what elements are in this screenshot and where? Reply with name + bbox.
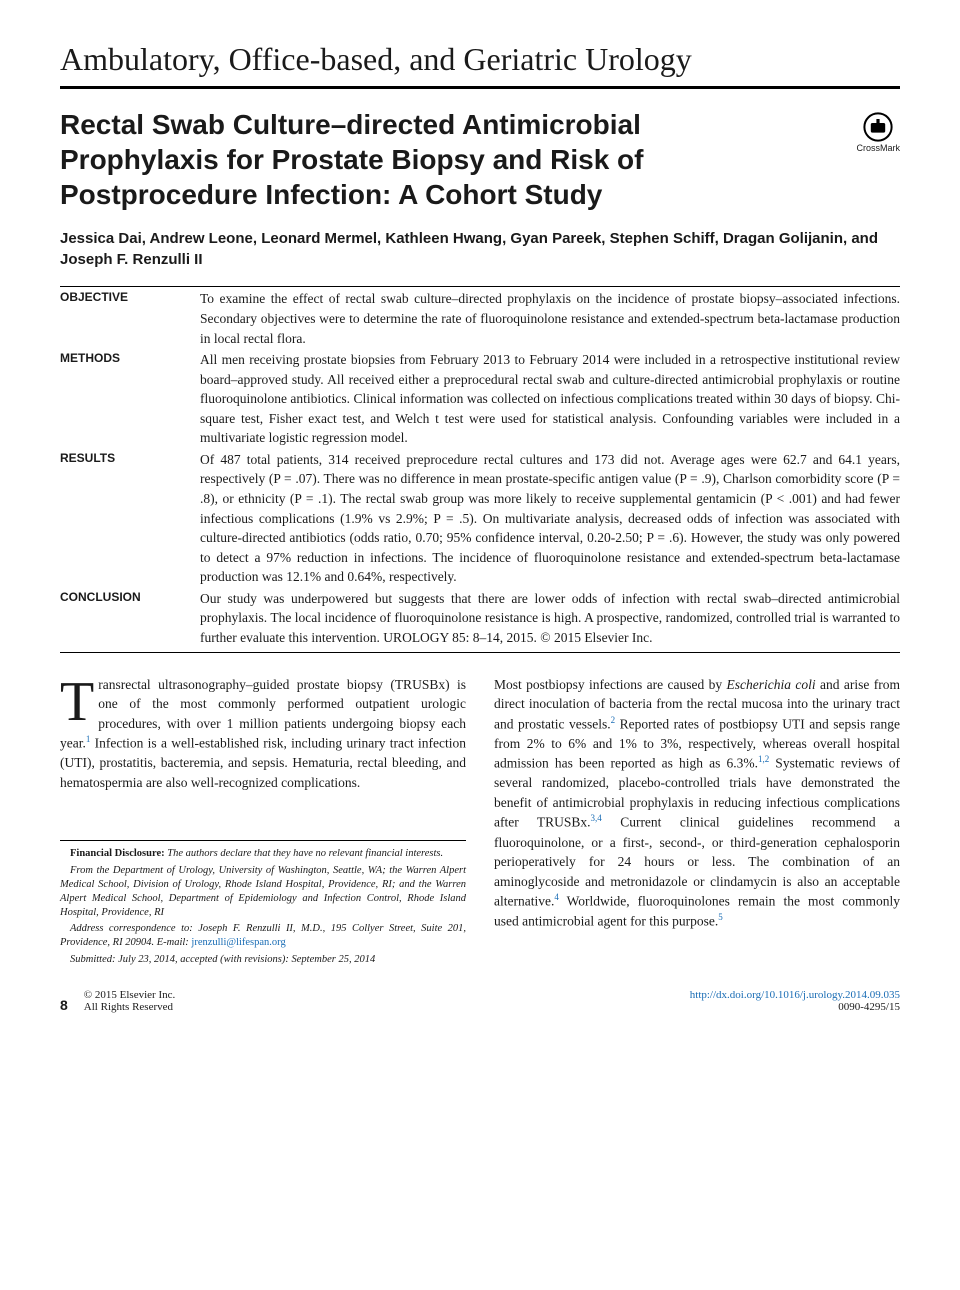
copyright-block: © 2015 Elsevier Inc. All Rights Reserved [84, 989, 175, 1013]
column-left: Transrectal ultrasonography–guided prost… [60, 675, 466, 969]
p2-a: Most postbiopsy infections are caused by [494, 677, 727, 692]
fd-label: Financial Disclosure: [70, 848, 165, 859]
abstract-label-conclusion: CONCLUSION [60, 589, 200, 604]
footer-left: 8 © 2015 Elsevier Inc. All Rights Reserv… [60, 989, 175, 1013]
crossmark-label: CrossMark [856, 143, 900, 153]
citation-5[interactable]: 5 [718, 912, 723, 922]
footnote-rule [60, 840, 466, 841]
abstract-label-objective: OBJECTIVE [60, 289, 200, 304]
body-para-2: Most postbiopsy infections are caused by… [494, 675, 900, 932]
issn: 0090-4295/15 [690, 1001, 900, 1013]
abstract-methods: METHODS All men receiving prostate biops… [60, 350, 900, 448]
abstract-bottom-rule [60, 652, 900, 653]
citation-3-4[interactable]: 3,4 [591, 813, 602, 823]
crossmark-badge[interactable]: CrossMark [856, 111, 900, 153]
abstract-block: OBJECTIVE To examine the effect of recta… [60, 289, 900, 647]
copyright-line: © 2015 Elsevier Inc. [84, 989, 175, 1001]
fd-text: The authors declare that they have no re… [165, 848, 444, 859]
citation-1-2[interactable]: 1,2 [758, 754, 769, 764]
article-title: Rectal Swab Culture–directed Antimicrobi… [60, 107, 780, 212]
footnotes: Financial Disclosure: The authors declar… [60, 847, 466, 966]
doi-link[interactable]: http://dx.doi.org/10.1016/j.urology.2014… [690, 989, 900, 1001]
submitted-date: Submitted: July 23, 2014, accepted (with… [60, 953, 466, 967]
correspondence-email[interactable]: jrenzulli@lifespan.org [191, 937, 285, 948]
section-header: Ambulatory, Office-based, and Geriatric … [60, 40, 900, 78]
page-number: 8 [60, 997, 68, 1013]
title-row: Rectal Swab Culture–directed Antimicrobi… [60, 107, 900, 212]
abstract-text-conclusion: Our study was underpowered but suggests … [200, 589, 900, 648]
abstract-text-results: Of 487 total patients, 314 received prep… [200, 450, 900, 587]
abstract-objective: OBJECTIVE To examine the effect of recta… [60, 289, 900, 348]
para1-text-b: Infection is a well-established risk, in… [60, 736, 466, 790]
abstract-label-results: RESULTS [60, 450, 200, 465]
abstract-conclusion: CONCLUSION Our study was underpowered bu… [60, 589, 900, 648]
abstract-top-rule [60, 286, 900, 287]
correspondence: Address correspondence to: Joseph F. Ren… [60, 922, 466, 950]
affiliations: From the Department of Urology, Universi… [60, 864, 466, 921]
section-rule [60, 86, 900, 89]
page-footer: 8 © 2015 Elsevier Inc. All Rights Reserv… [60, 989, 900, 1013]
crossmark-icon [862, 111, 894, 143]
dropcap: T [60, 675, 98, 727]
abstract-text-methods: All men receiving prostate biopsies from… [200, 350, 900, 448]
species-name: Escherichia coli [727, 677, 816, 692]
footer-right: http://dx.doi.org/10.1016/j.urology.2014… [690, 989, 900, 1013]
abstract-label-methods: METHODS [60, 350, 200, 365]
abstract-results: RESULTS Of 487 total patients, 314 recei… [60, 450, 900, 587]
financial-disclosure: Financial Disclosure: The authors declar… [60, 847, 466, 861]
body-para-1: Transrectal ultrasonography–guided prost… [60, 675, 466, 793]
column-right: Most postbiopsy infections are caused by… [494, 675, 900, 969]
authors: Jessica Dai, Andrew Leone, Leonard Merme… [60, 228, 900, 270]
abstract-text-objective: To examine the effect of rectal swab cul… [200, 289, 900, 348]
body-columns: Transrectal ultrasonography–guided prost… [60, 675, 900, 969]
rights-line: All Rights Reserved [84, 1001, 175, 1013]
